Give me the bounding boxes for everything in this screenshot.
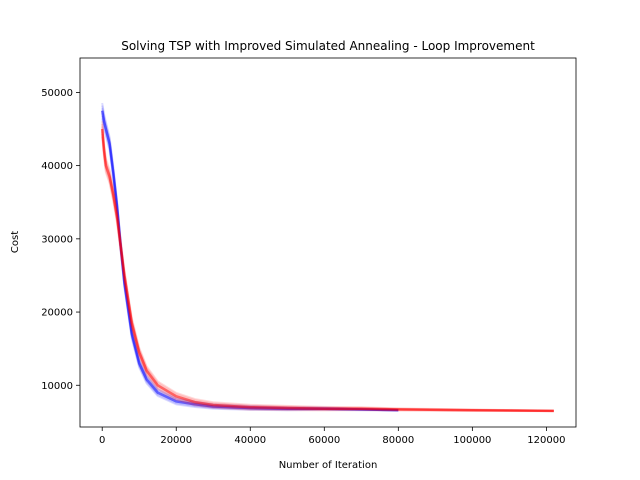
y-axis-label: Cost [10, 231, 21, 253]
y-tick-label: 20000 [41, 308, 73, 319]
series-2-line [101, 126, 554, 412]
y-tick-label: 30000 [41, 234, 73, 245]
x-tick-label: 20000 [160, 435, 192, 446]
series-2-line [101, 123, 554, 412]
x-tick-label: 60000 [308, 435, 340, 446]
x-axis: 0 20000 40000 60000 80000 100000 120000 [99, 427, 565, 446]
series-2-line [101, 121, 554, 412]
y-tick-label: 10000 [41, 381, 73, 392]
series-2-line [101, 136, 554, 413]
x-tick-label: 0 [99, 435, 105, 446]
x-axis-label: Number of Iteration [279, 460, 378, 471]
x-tick-label: 40000 [234, 435, 266, 446]
x-tick-label: 100000 [453, 435, 491, 446]
y-axis: 10000 20000 30000 40000 50000 [41, 88, 80, 392]
y-tick-label: 40000 [41, 161, 73, 172]
series-2-line [101, 131, 554, 412]
series-layer [100, 102, 554, 413]
series-2-line [100, 128, 554, 413]
series-2 [100, 121, 554, 413]
series-1-line [101, 115, 399, 412]
x-tick-label: 120000 [527, 435, 565, 446]
y-tick-label: 50000 [41, 88, 73, 99]
chart-title: Solving TSP with Improved Simulated Anne… [121, 39, 535, 53]
x-tick-label: 80000 [382, 435, 414, 446]
series-1-line [101, 118, 399, 412]
series-2-line [101, 134, 554, 413]
plot-frame [79, 57, 577, 428]
